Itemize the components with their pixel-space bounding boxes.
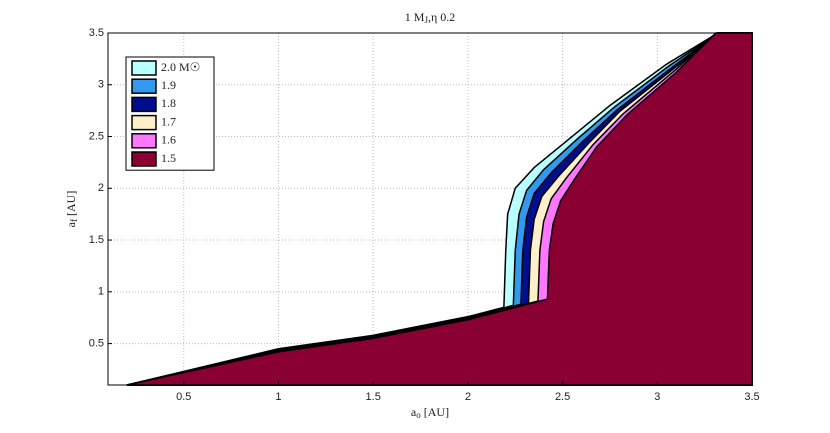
legend-swatch — [131, 78, 157, 94]
x-tick-label: 1.5 — [366, 391, 381, 403]
x-axis-label: ao [AU] — [411, 405, 449, 420]
y-tick-label: 2.5 — [89, 130, 104, 142]
legend-label: 2.0 M☉ — [161, 60, 200, 74]
chart-title: 1 MJ,η 0.2 — [405, 10, 455, 25]
legend-swatch — [131, 151, 157, 167]
y-tick-label: 1.5 — [89, 234, 104, 246]
x-tick-label: 3.5 — [744, 391, 759, 403]
legend-label: 1.9 — [161, 78, 176, 92]
legend-swatch — [131, 96, 157, 113]
legend-swatch — [131, 133, 157, 149]
y-tick-label: 3.5 — [89, 27, 104, 39]
legend-swatch — [131, 114, 157, 131]
x-tick-label: 3 — [654, 391, 660, 403]
legend: 2.0 M☉ 1.9 1.8 1.7 1.6 1.5 — [125, 56, 215, 171]
legend-label: 1.7 — [161, 114, 176, 128]
y-axis-label: af [AU] — [64, 191, 79, 228]
y-tick-label: 0.5 — [89, 337, 104, 349]
y-tick-label: 2 — [98, 182, 104, 194]
legend-swatch — [131, 60, 157, 76]
x-tick-label: 1 — [275, 391, 281, 403]
x-tick-label: 2.5 — [555, 391, 570, 403]
legend-label: 1.5 — [161, 151, 176, 165]
legend-label: 1.8 — [161, 96, 176, 110]
legend-label: 1.6 — [161, 133, 176, 147]
x-tick-label: 2 — [465, 391, 471, 403]
y-tick-label: 1 — [98, 286, 104, 298]
x-tick-label: 0.5 — [176, 391, 191, 403]
areas — [126, 32, 753, 386]
y-tick-label: 3 — [98, 79, 104, 91]
plot-frame — [107, 32, 753, 386]
